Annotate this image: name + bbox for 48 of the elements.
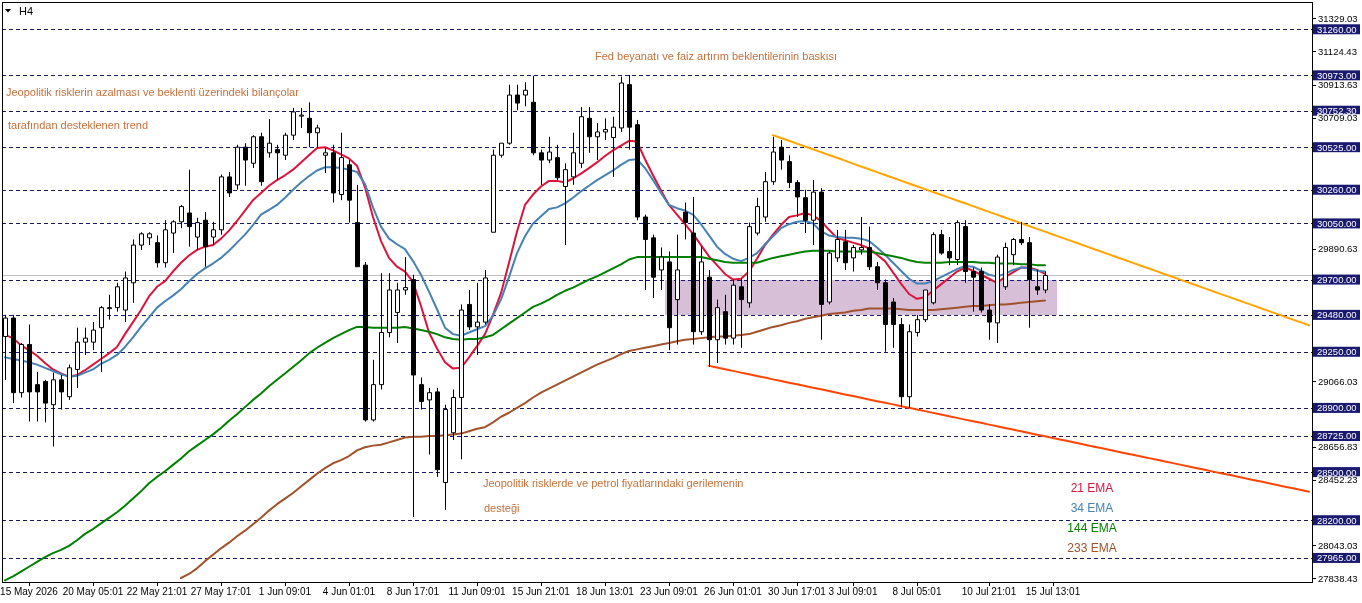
x-tick-label: 8 Jun 17:01 [386,586,440,597]
chart-title: H4 [19,5,34,17]
x-tick-label: 15 Jun 21:01 [512,586,571,597]
ref-line-label: 30973.00 [1317,69,1357,81]
y-tick-label: 30913.63 [1318,79,1358,91]
y-tick-label: 31124.43 [1318,45,1357,57]
ref-line-label: 31260.00 [1317,23,1357,35]
ref-line-label: 30525.00 [1317,141,1357,153]
ref-line-label: 28900.00 [1317,402,1357,414]
x-tick-label: 4 Jun 01:01 [322,586,376,597]
annotation: Jeopolitik risklerin azalması ve beklenti üzerindeki bilançolar [6,86,300,98]
x-tick-label: 22 May 21:01 [126,586,188,597]
ref-line-label: 29700.00 [1317,274,1357,286]
ref-line-label: 28200.00 [1317,514,1357,526]
text: 21 EMA [1070,481,1114,495]
x-tick-label: 8 Jul 05:01 [892,586,942,597]
text: 144 EMA [1067,521,1117,535]
ref-line-label: 28725.00 [1317,430,1357,442]
x-tick-label: 18 Jun 13:01 [576,586,635,597]
x-tick-label: 11 Jun 09:01 [448,586,506,597]
annotation: Jeopolitik risklerde ve petrol fiyatlarındaki gerilemenin [483,477,744,489]
ref-line-label: 30050.00 [1317,217,1357,229]
x-tick-label: 15 Jul 13:01 [1025,586,1081,597]
y-tick-label: 31329.03 [1318,12,1358,24]
x-tick-label: 10 Jul 21:01 [961,586,1017,597]
x-tick-label: 27 May 17:01 [190,586,252,597]
ref-line-label: 27965.00 [1317,552,1357,564]
y-tick-label: 28656.83 [1318,441,1358,453]
x-tick-label: 20 May 05:01 [62,586,124,597]
x-tick-label: 23 Jun 09:01 [640,586,699,597]
y-tick-label: 28043.03 [1318,539,1358,551]
ref-line-label: 29250.00 [1317,346,1357,358]
annotation: desteği [484,502,520,514]
y-tick-label: 28452.23 [1318,474,1358,486]
x-tick-label: 15 May 2026 [0,586,59,597]
y-tick-label: 27838.43 [1318,572,1358,584]
ref-line-label: 30260.00 [1317,184,1357,196]
text: 34 EMA [1070,501,1114,515]
ref-line-label: 29480.00 [1317,309,1357,321]
y-tick-label: 29066.03 [1318,375,1358,387]
x-tick-label: 30 Jun 17:01 [768,586,827,597]
x-tick-label: 3 Jul 09:01 [828,586,878,597]
annotation: Fed beyanatı ve faiz artırım beklentilerinin baskısı [595,50,838,62]
y-tick-label: 29890.63 [1318,243,1358,255]
x-tick-label: 1 Jun 09:01 [258,586,312,597]
text: 233 EMA [1067,541,1117,555]
annotation: tarafından desteklenen trend [8,119,149,131]
x-tick-label: 26 Jun 01:01 [704,586,763,597]
